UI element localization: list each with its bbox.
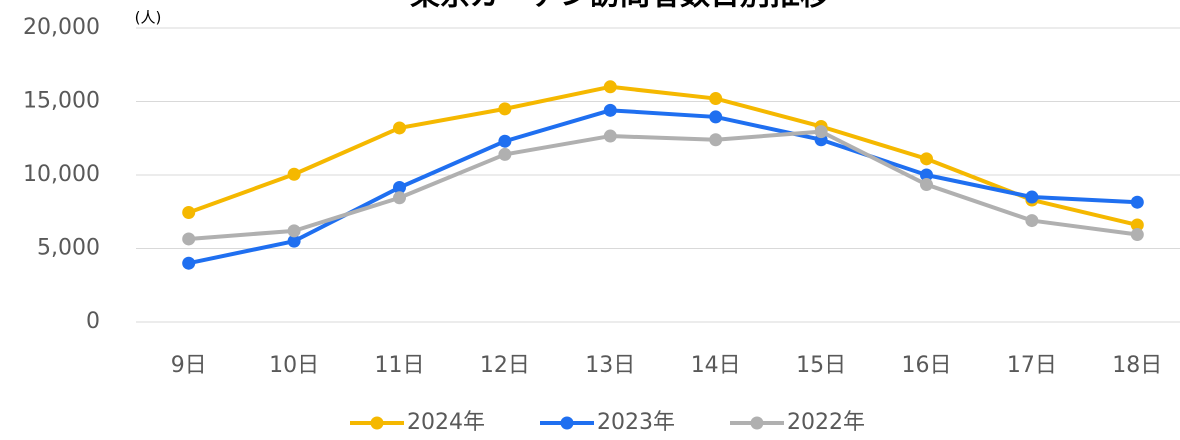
x-tick-label: 16日: [902, 353, 952, 378]
data-point: [603, 129, 617, 143]
legend-label: 2023年: [597, 410, 675, 435]
legend-swatch-dot: [560, 416, 574, 430]
data-point: [709, 133, 723, 147]
data-point: [287, 224, 301, 238]
data-point: [709, 92, 723, 106]
legend-label: 2022年: [787, 410, 865, 435]
x-tick-label: 13日: [585, 353, 635, 378]
data-point: [498, 134, 512, 148]
data-point: [920, 168, 933, 182]
data-point: [287, 167, 301, 181]
y-tick-label: 20,000: [23, 15, 100, 40]
series-line: [188, 84, 1138, 227]
data-point: [814, 125, 828, 139]
chart-title: 東京ガーデン訪問者数日別推移: [410, 0, 830, 13]
y-tick-label: 0: [86, 309, 100, 334]
x-tick-label: 17日: [1007, 353, 1057, 378]
data-point: [393, 180, 406, 194]
x-tick-label: 15日: [796, 353, 846, 378]
data-point: [1025, 214, 1039, 228]
data-point: [920, 178, 933, 192]
x-tick-label: 18日: [1112, 353, 1162, 378]
data-point: [182, 256, 196, 270]
x-tick-label: 10日: [269, 353, 319, 378]
data-point: [498, 102, 512, 116]
unit-label: (人): [135, 9, 162, 27]
data-point: [393, 121, 406, 135]
x-tick-label: 12日: [480, 353, 530, 378]
data-point: [709, 110, 723, 124]
data-point: [920, 152, 933, 166]
series-line: [188, 129, 1138, 241]
x-tick-label: 14日: [691, 353, 741, 378]
data-point: [1130, 195, 1144, 209]
data-point: [603, 103, 617, 117]
data-point: [1025, 190, 1039, 204]
data-point: [603, 80, 617, 94]
y-tick-label: 5,000: [37, 236, 100, 261]
data-point: [182, 232, 196, 246]
legend-swatch-dot: [750, 416, 764, 430]
legend-swatch-dot: [370, 416, 384, 430]
y-tick-label: 10,000: [23, 162, 100, 187]
data-point: [287, 234, 301, 248]
data-point: [1130, 218, 1144, 232]
x-tick-label: 11日: [375, 353, 425, 378]
data-point: [393, 191, 406, 205]
y-tick-label: 15,000: [23, 89, 100, 114]
x-tick-label: 9日: [171, 353, 207, 378]
data-point: [498, 147, 512, 161]
legend-label: 2024年: [407, 410, 485, 435]
data-point: [182, 205, 196, 219]
data-point: [1130, 228, 1144, 242]
